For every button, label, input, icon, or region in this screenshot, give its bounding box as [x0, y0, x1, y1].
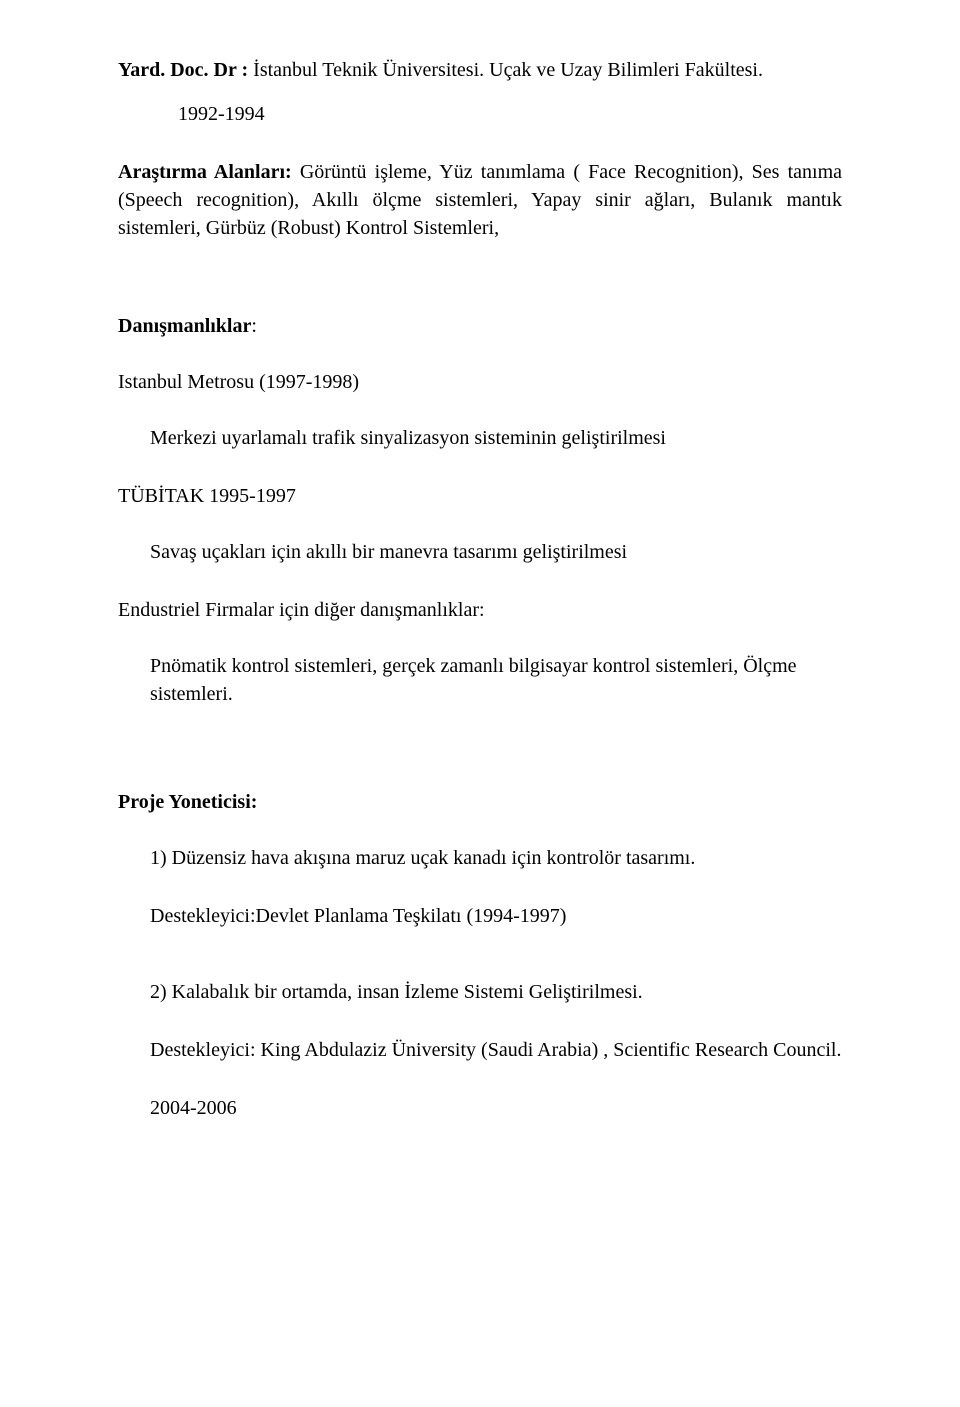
colon: :: [251, 315, 257, 337]
project-manager-heading: Proje Yoneticisi:: [118, 788, 842, 816]
istanbul-metro-sub: Merkezi uyarlamalı trafik sinyalizasyon …: [118, 424, 842, 452]
project-1-line: 1) Düzensiz hava akışına maruz uçak kana…: [118, 844, 842, 872]
project-2-line: 2) Kalabalık bir ortamda, insan İzleme S…: [118, 978, 842, 1006]
industrial-firms-line: Endustriel Firmalar için diğer danışmanl…: [118, 596, 842, 624]
istanbul-metro-line: Istanbul Metrosu (1997-1998): [118, 368, 842, 396]
document-page: Yard. Doc. Dr : İstanbul Teknik Üniversi…: [0, 0, 960, 1407]
project-2-years: 2004-2006: [118, 1094, 842, 1122]
title-line: Yard. Doc. Dr : İstanbul Teknik Üniversi…: [118, 56, 842, 84]
consultancies-heading-text: Danışmanlıklar: [118, 315, 251, 337]
research-areas-paragraph: Araştırma Alanları: Görüntü işleme, Yüz …: [118, 158, 842, 242]
title-rest: İstanbul Teknik Üniversitesi. Uçak ve Uz…: [248, 59, 763, 81]
industrial-firms-sub: Pnömatik kontrol sistemleri, gerçek zama…: [118, 652, 842, 708]
title-years: 1992-1994: [118, 100, 842, 128]
project-2-sponsor: Destekleyici: King Abdulaziz Üniversity …: [118, 1036, 842, 1064]
title-label: Yard. Doc. Dr :: [118, 59, 248, 81]
tubitak-line: TÜBİTAK 1995-1997: [118, 482, 842, 510]
research-areas-label: Araştırma Alanları:: [118, 161, 292, 183]
tubitak-sub: Savaş uçakları için akıllı bir manevra t…: [118, 538, 842, 566]
project-1-sponsor: Destekleyici:Devlet Planlama Teşkilatı (…: [118, 902, 842, 930]
consultancies-heading: Danışmanlıklar:: [118, 312, 842, 340]
